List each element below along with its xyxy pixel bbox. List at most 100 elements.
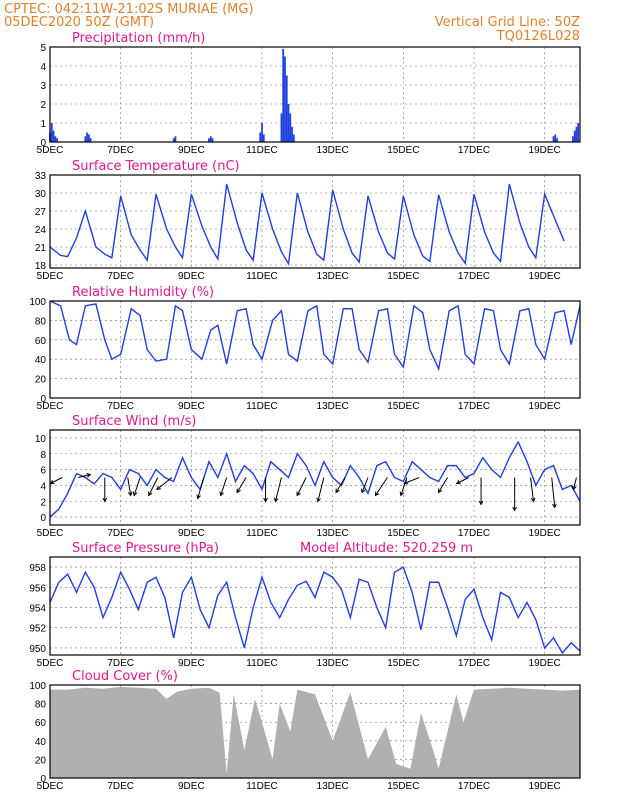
precipitation-bar: [577, 123, 580, 142]
wind-arrow-head: [263, 497, 268, 503]
wind-xtick-label: 11DEC: [246, 528, 278, 539]
precipitation-bar: [56, 138, 58, 142]
wind-wind-arrow: [78, 473, 92, 478]
wind-wind-arrow: [374, 477, 388, 497]
temperature-ytick-label: 30: [35, 189, 47, 200]
wind-wind-arrow: [571, 477, 577, 491]
cloud-cover-frame: [49, 684, 581, 779]
wind-arrow-shaft: [335, 477, 346, 493]
wind-xtick-label: 7DEC: [107, 528, 134, 539]
wind-wind-arrow: [437, 477, 448, 494]
wind-arrow-shaft: [236, 477, 247, 493]
precipitation-bar: [292, 134, 295, 142]
pressure-xtick-label: 19DEC: [529, 658, 561, 669]
header-station: CPTEC: 042:11W-21:02S MURIAE (MG): [4, 2, 254, 17]
wind-arrow-head: [399, 491, 405, 497]
pressure-line: [49, 566, 581, 655]
wind-arrow-head: [571, 485, 577, 491]
wind-wind-arrow: [478, 477, 484, 506]
precipitation-bar: [552, 136, 555, 142]
pressure-xtick-label: 9DEC: [178, 658, 205, 669]
wind-wind-arrow: [403, 477, 420, 485]
humidity-xtick-label: 13DEC: [317, 401, 349, 412]
wind-wind-arrow: [219, 477, 228, 497]
header-grid-line: Vertical Grid Line: 50Z: [435, 15, 580, 30]
precipitation-bar: [573, 130, 576, 142]
cloud-cover-ytick-label: 40: [35, 737, 47, 748]
wind-xtick-label: 17DEC: [458, 528, 490, 539]
wind-arrow-shaft: [50, 477, 63, 484]
precipitation-bar: [262, 134, 265, 142]
cloud-cover-title: Cloud Cover (%): [72, 669, 178, 684]
pressure-ytick-label: 956: [29, 583, 46, 594]
header-model: TQ0126L028: [496, 29, 580, 44]
wind-arrow-shaft: [400, 477, 408, 496]
precipitation-ytick-label: 1: [40, 119, 46, 130]
precipitation-bar: [84, 136, 87, 142]
cloud-cover-xtick-label: 11DEC: [246, 781, 278, 792]
wind-wind-arrow: [263, 477, 268, 503]
wind-ytick-label: 4: [40, 481, 46, 492]
wind-arrow-shaft: [375, 477, 388, 496]
wind-arrow-shaft: [274, 477, 282, 502]
precipitation-bar: [87, 134, 90, 142]
wind-wind-arrow: [530, 477, 536, 503]
wind-arrow-head: [86, 473, 92, 478]
wind-arrow-head: [219, 491, 224, 497]
humidity-frame: [49, 300, 581, 399]
humidity-xtick-label: 17DEC: [458, 401, 490, 412]
precipitation-bar: [261, 123, 263, 142]
wind-arrow-shaft: [317, 477, 325, 502]
humidity-xtick-label: 9DEC: [178, 401, 205, 412]
wind-wind-arrow: [196, 477, 205, 500]
wind-arrow-head: [127, 491, 133, 497]
temperature-ytick-label: 18: [35, 261, 47, 272]
wind-wind-arrow: [512, 477, 517, 512]
precipitation-ytick-label: 5: [40, 43, 46, 54]
precipitation-xtick-label: 9DEC: [178, 145, 205, 156]
wind-arrow-shaft: [78, 474, 91, 478]
wind-arrow-shaft: [404, 477, 420, 484]
cloud-cover-xtick-label: 13DEC: [317, 781, 349, 792]
pressure-xtick-label: 17DEC: [458, 658, 490, 669]
precipitation-bar: [556, 138, 558, 142]
cloud-cover-xtick-label: 9DEC: [178, 781, 205, 792]
wind-wind-arrow: [273, 477, 282, 503]
wind-arrow-head: [273, 497, 279, 503]
temperature-ytick-label: 21: [35, 243, 47, 254]
wind-arrow-shaft: [197, 477, 205, 499]
wind-arrow-head: [316, 497, 321, 503]
wind-arrow-head: [478, 500, 484, 506]
wind-xtick-label: 13DEC: [317, 528, 349, 539]
wind-ytick-label: 2: [40, 497, 46, 508]
temperature-ytick-label: 33: [35, 171, 47, 182]
precipitation-bar: [52, 130, 55, 142]
pressure-xtick-label: 11DEC: [246, 658, 278, 669]
wind-arrow-head: [437, 488, 443, 494]
precipitation-xtick-label: 17DEC: [458, 145, 490, 156]
wind-panel: 0 2 4 6 8 10 5DEC 7DEC 9DEC 11DEC 13DEC 15DEC 17DEC 1…: [35, 414, 581, 539]
wind-arrow-head: [156, 485, 161, 491]
wind-arrow-shaft: [220, 477, 228, 496]
wind-wind-arrow: [361, 477, 369, 494]
precipitation-bar: [172, 138, 175, 142]
wind-arrow-head: [455, 479, 461, 485]
wind-xtick-label: 19DEC: [529, 528, 561, 539]
wind-xtick-label: 9DEC: [178, 528, 205, 539]
wind-wind-arrow: [335, 477, 346, 494]
precipitation-panel: 0 1 2 3 4 5 5DEC 7DEC 9DEC 11DEC 13DEC 15DEC 17DEC 19…: [37, 31, 581, 156]
wind-wind-arrow: [156, 477, 173, 491]
precipitation-bar: [289, 113, 292, 142]
wind-wind-arrow: [296, 477, 307, 497]
pressure-ytick-label: 952: [29, 624, 46, 635]
wind-arrow-head: [512, 506, 517, 512]
humidity-xtick-label: 5DEC: [37, 401, 64, 412]
cloud-cover-xtick-label: 5DEC: [37, 781, 64, 792]
precipitation-bar: [291, 126, 293, 142]
header-date: 05DEC2020 50Z (GMT): [4, 15, 154, 30]
wind-frame: [49, 429, 581, 526]
precipitation-bar: [89, 138, 92, 142]
precipitation-ytick-label: 2: [40, 100, 46, 111]
humidity-xtick-label: 7DEC: [107, 401, 134, 412]
precipitation-bar: [50, 123, 53, 142]
